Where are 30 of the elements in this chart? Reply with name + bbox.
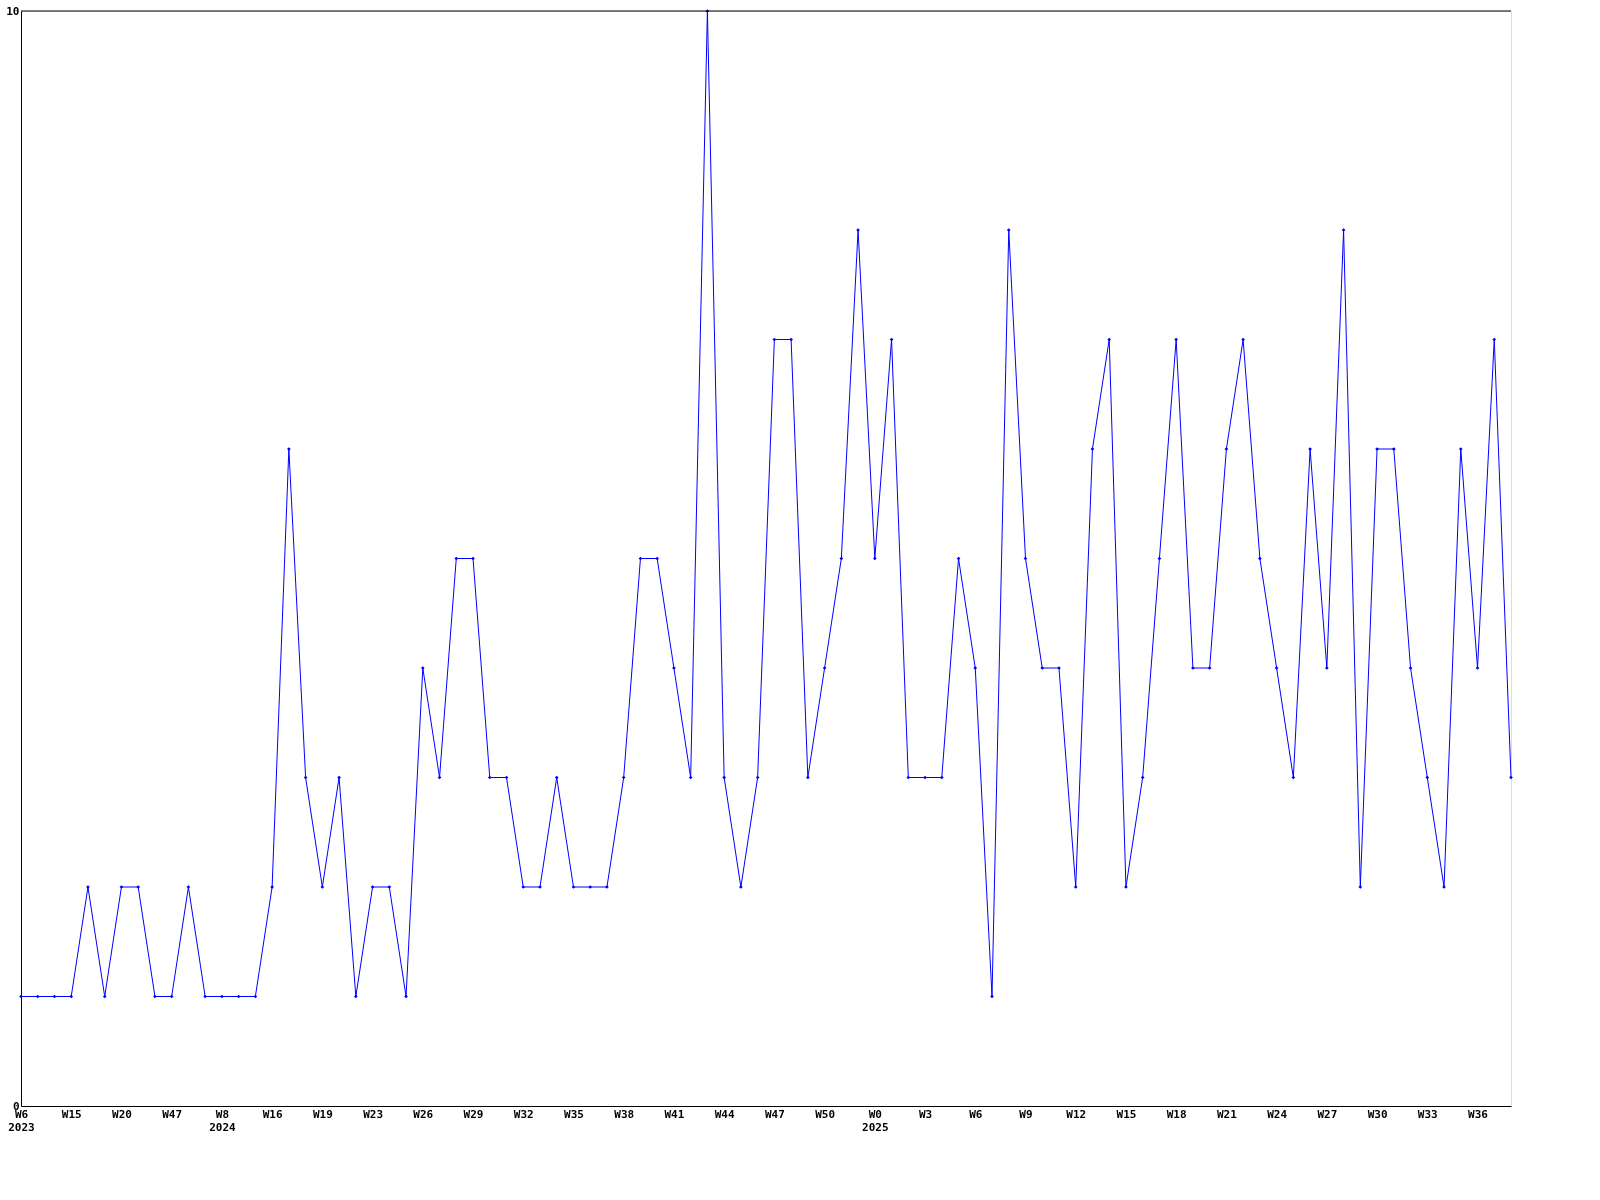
x-tick-label: W33	[1417, 1107, 1438, 1121]
x-tick-label: W35	[564, 1107, 584, 1121]
x-tick-label: W18	[1166, 1107, 1187, 1121]
x-tick-label: W50	[815, 1107, 836, 1121]
x-tick-label: W32	[513, 1107, 534, 1121]
x-tick-label: W47	[162, 1107, 183, 1121]
x-tick-label: W30	[1367, 1107, 1388, 1121]
x-tick-label: W15	[61, 1107, 82, 1121]
x-tick-label: W0 2025	[862, 1107, 889, 1134]
x-tick-label: W21	[1216, 1107, 1238, 1121]
x-tick-label: W16	[262, 1107, 283, 1121]
x-tick-label: W9	[1019, 1107, 1033, 1121]
x-tick-label: W23	[363, 1107, 384, 1121]
x-tick-label: W15	[1116, 1107, 1137, 1121]
x-tick-label: W41	[664, 1107, 685, 1121]
x-tick-label: W20	[112, 1107, 132, 1121]
x-tick-label: W47	[764, 1107, 785, 1121]
x-tick-label: W24	[1267, 1107, 1288, 1121]
x-tick-label: W19	[312, 1107, 333, 1121]
x-tick-label: W3	[918, 1107, 933, 1121]
x-tick-label: W27	[1317, 1107, 1338, 1121]
x-tick-label: W29	[463, 1107, 484, 1121]
x-tick-label: W44	[714, 1107, 735, 1121]
x-tick-label: W6	[969, 1107, 983, 1121]
x-tick-label: W36	[1468, 1107, 1489, 1121]
y-tick-label: 10	[6, 4, 20, 18]
x-tick-label: W26	[413, 1107, 434, 1121]
x-tick-label: W38	[614, 1107, 635, 1121]
x-tick-label: W8 2024	[209, 1107, 237, 1134]
x-tick-label: W12	[1066, 1107, 1087, 1121]
